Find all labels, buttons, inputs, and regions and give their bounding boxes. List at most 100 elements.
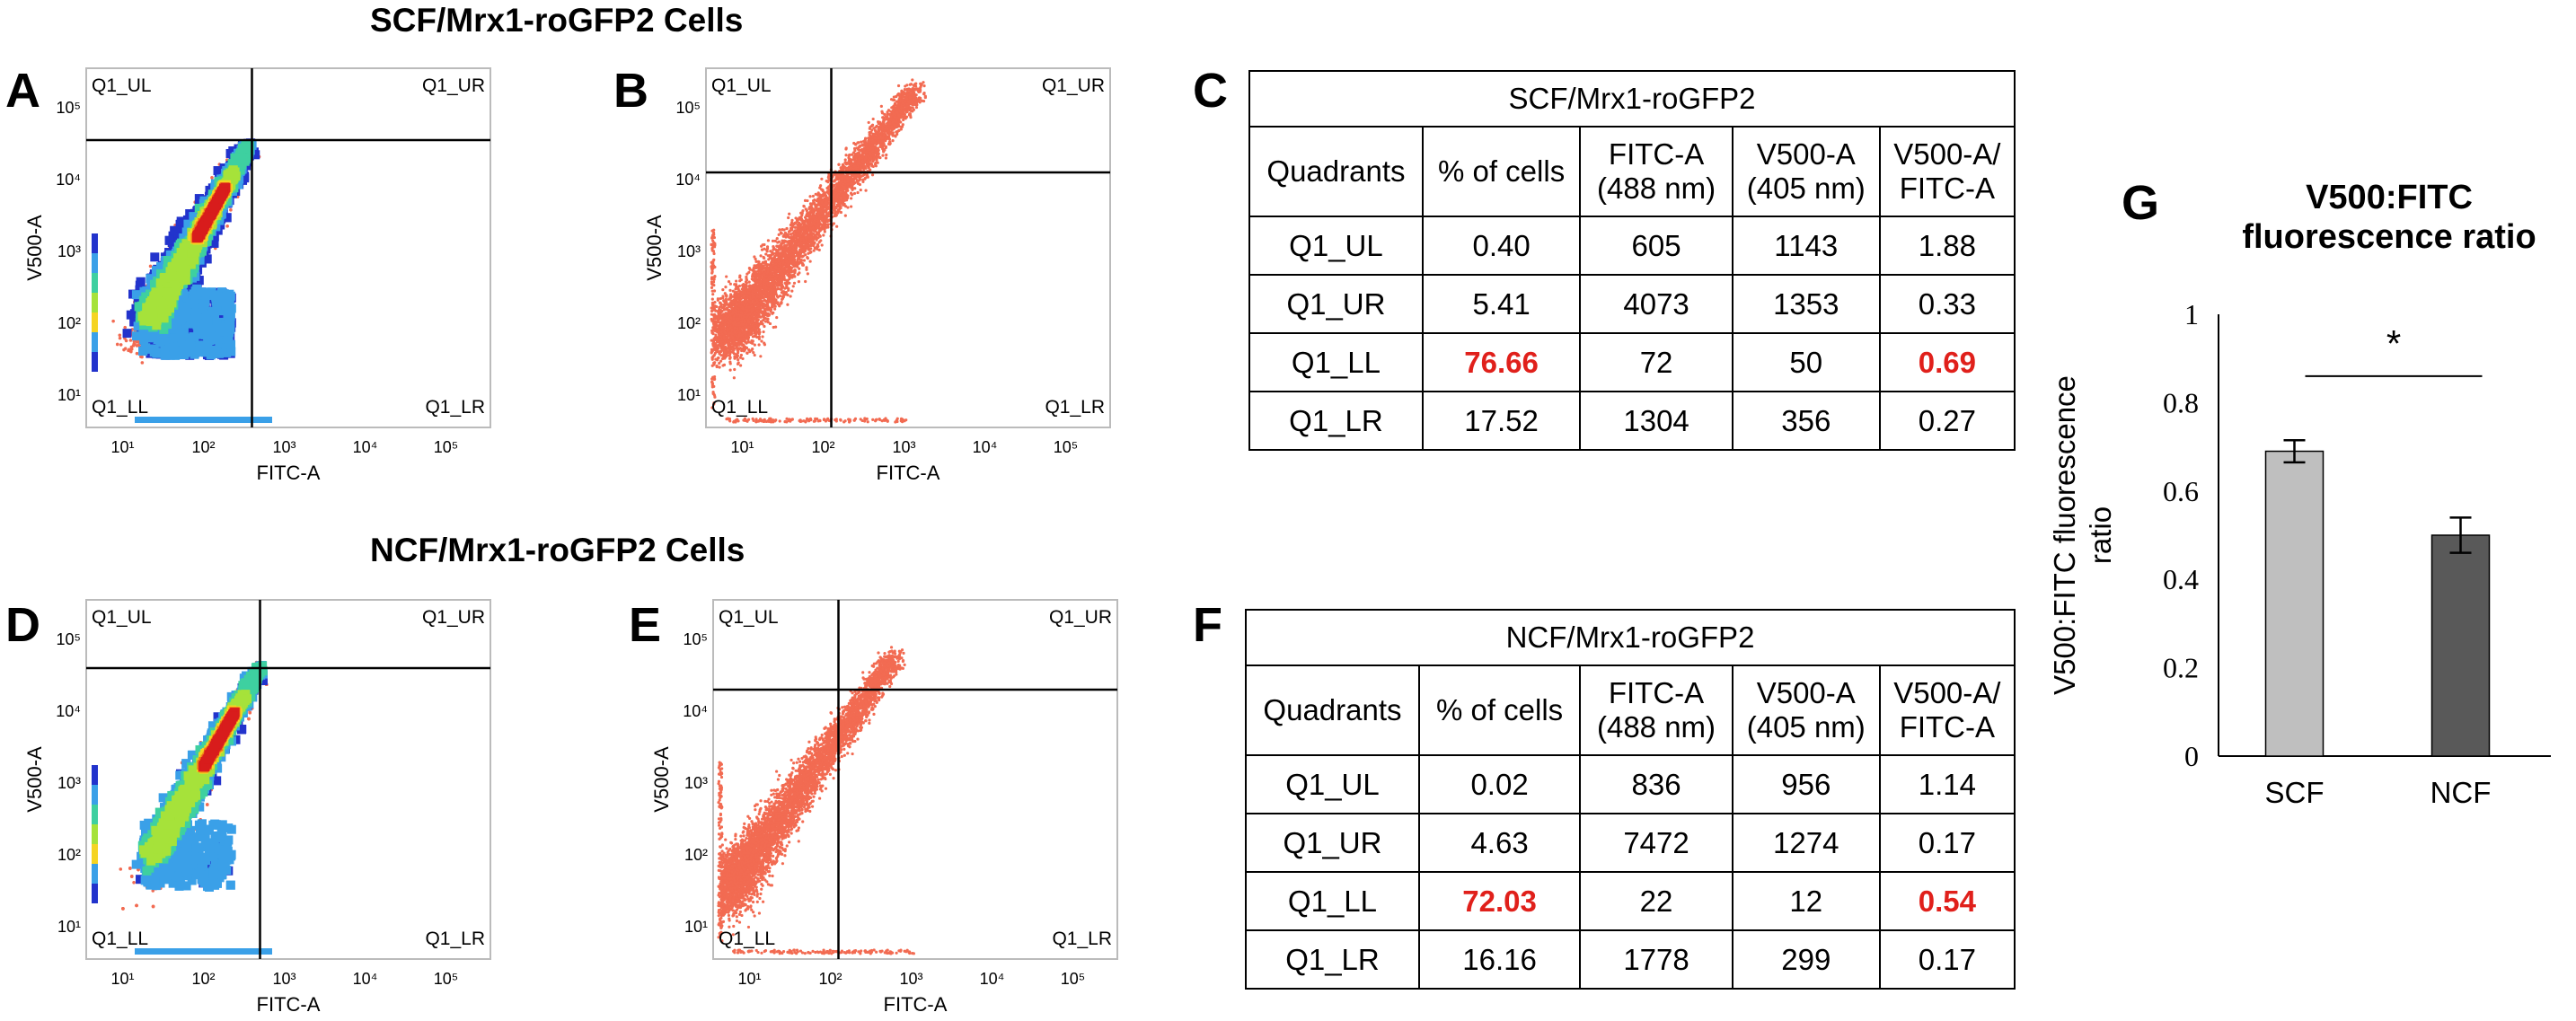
table-cell: 836 xyxy=(1579,754,1734,814)
x-tick-label: 10¹ xyxy=(110,970,134,988)
bar-scf xyxy=(2264,450,2325,757)
x-axis-label: FITC-A xyxy=(257,993,321,1015)
table-cell: 50 xyxy=(1731,332,1881,392)
y-tick-label: 10¹ xyxy=(57,386,81,404)
y-tick-label: 0.4 xyxy=(2163,563,2199,595)
table-cell: 5.41 xyxy=(1421,274,1582,334)
x-tick-label: 10⁵ xyxy=(1061,970,1085,988)
table-title: NCF/Mrx1-roGFP2 xyxy=(1245,609,2016,666)
table-cell-highlight: 76.66 xyxy=(1421,332,1582,392)
y-tick-label: 10⁴ xyxy=(683,702,708,720)
y-tick-label: 10³ xyxy=(57,242,81,260)
y-tick-label: 10² xyxy=(684,846,708,864)
chart-title: V500:FITC xyxy=(2306,179,2473,216)
table-cell: 16.16 xyxy=(1417,929,1582,990)
table-cell: 4073 xyxy=(1579,274,1734,334)
x-tick-label: 10³ xyxy=(899,970,922,988)
table-cell: 0.27 xyxy=(1878,391,2016,451)
x-tick-label: NCF xyxy=(2430,776,2492,809)
x-tick-label: 10⁴ xyxy=(353,438,378,456)
y-axis-label: ratio xyxy=(2084,506,2117,564)
y-tick-label: 10² xyxy=(57,314,81,332)
table-cell: 17.52 xyxy=(1421,391,1582,451)
quadrant-label: Q1_UL xyxy=(92,607,152,628)
x-tick-label: 10² xyxy=(191,438,215,456)
y-tick-label: 10³ xyxy=(684,774,708,792)
table-cell: Q1_LR xyxy=(1245,929,1420,990)
plot-frame xyxy=(85,67,491,428)
x-tick-label: 10² xyxy=(811,438,834,456)
chart-title: fluorescence ratio xyxy=(2242,218,2536,256)
table-header: V500-A/ FITC-A xyxy=(1878,126,2016,217)
x-tick-label: 10⁵ xyxy=(434,438,458,456)
y-tick-label: 0.8 xyxy=(2163,386,2199,418)
quadrant-label: Q1_UL xyxy=(92,75,152,96)
table-header: % of cells xyxy=(1421,126,1582,217)
x-tick-label: 10¹ xyxy=(730,438,754,456)
x-tick-label: 10⁴ xyxy=(973,438,998,456)
table-cell: 1353 xyxy=(1731,274,1881,334)
table-cell: 1274 xyxy=(1731,813,1881,873)
x-tick-label: 10² xyxy=(191,970,215,988)
table-cell: 956 xyxy=(1731,754,1881,814)
y-tick-label: 10² xyxy=(677,314,701,332)
table-cell: Q1_UR xyxy=(1245,813,1420,873)
y-tick-label: 0.2 xyxy=(2163,652,2199,684)
quadrant-label: Q1_LR xyxy=(1045,397,1105,418)
table-cell: 22 xyxy=(1579,871,1734,931)
table-cell: 7472 xyxy=(1579,813,1734,873)
x-tick-label: 10⁴ xyxy=(353,970,378,988)
table-cell: 299 xyxy=(1731,929,1881,990)
plot-frame xyxy=(712,599,1118,960)
quadrant-label: Q1_UR xyxy=(422,607,485,628)
y-tick-label: 1 xyxy=(2184,298,2199,330)
quadrant-label: Q1_LL xyxy=(92,397,148,418)
table-row: Q1_UR 4.63 7472 1274 0.17 xyxy=(1245,813,2016,873)
y-tick-label: 10² xyxy=(57,846,81,864)
table-header: Quadrants xyxy=(1248,126,1424,217)
table-cell: 1.14 xyxy=(1878,754,2016,814)
y-tick-label: 0.6 xyxy=(2163,475,2199,507)
table-row: Q1_LL 76.66 72 50 0.69 xyxy=(1248,332,2016,392)
x-tick-label: 10¹ xyxy=(110,438,134,456)
y-axis-label: V500-A xyxy=(647,215,666,281)
y-axis-label: V500-A xyxy=(27,215,46,281)
table-cell: 0.40 xyxy=(1421,216,1582,276)
quadrant-label: Q1_LL xyxy=(719,929,775,949)
table-cell: Q1_LL xyxy=(1245,871,1420,931)
table-row: Q1_LR 17.52 1304 356 0.27 xyxy=(1248,391,2016,451)
y-tick-label: 10⁵ xyxy=(676,99,701,117)
quadrant-label: Q1_UR xyxy=(422,75,485,96)
table-cell: Q1_LR xyxy=(1248,391,1424,451)
section-title-scf: SCF/Mrx1-roGFP2 Cells xyxy=(370,2,743,40)
x-tick-label: 10⁴ xyxy=(980,970,1005,988)
quadrant-label: Q1_UL xyxy=(719,607,779,628)
x-axis-label: FITC-A xyxy=(884,993,948,1015)
y-tick-label: 10³ xyxy=(57,774,81,792)
y-tick-label: 0 xyxy=(2184,740,2199,772)
quadrant-table-scf: SCF/Mrx1-roGFP2 Quadrants % of cells FIT… xyxy=(1248,70,2016,451)
table-cell-highlight: 72.03 xyxy=(1417,871,1582,931)
flow-plot-scf-dot: Q1_UL Q1_UR Q1_LL Q1_LR 10¹ 10¹ 10² 10² 10³ 10³ 10… xyxy=(647,67,1111,483)
panel-label-c: C xyxy=(1193,63,1228,119)
table-cell: 0.02 xyxy=(1417,754,1582,814)
x-tick-label: 10³ xyxy=(892,438,915,456)
table-cell: 0.17 xyxy=(1878,929,2016,990)
panel-label-f: F xyxy=(1193,597,1222,653)
table-header: V500-A (405 nm) xyxy=(1731,665,1881,756)
table-header: Quadrants xyxy=(1245,665,1420,756)
x-tick-label: 10³ xyxy=(272,970,296,988)
table-cell: 1143 xyxy=(1731,216,1881,276)
y-tick-label: 10¹ xyxy=(684,918,708,936)
table-cell: 72 xyxy=(1579,332,1734,392)
table-row: Q1_LL 72.03 22 12 0.54 xyxy=(1245,871,2016,931)
x-tick-label: 10³ xyxy=(272,438,296,456)
quadrant-label: Q1_UR xyxy=(1042,75,1105,96)
y-axis-label: V500:FITC fluorescence xyxy=(2048,375,2081,695)
bar-ncf xyxy=(2430,534,2491,757)
significance-marker: * xyxy=(2386,322,2401,365)
table-header: V500-A (405 nm) xyxy=(1731,126,1881,217)
quadrant-table-ncf: NCF/Mrx1-roGFP2 Quadrants % of cells FIT… xyxy=(1245,609,2016,990)
quadrant-label: Q1_UL xyxy=(711,75,772,96)
